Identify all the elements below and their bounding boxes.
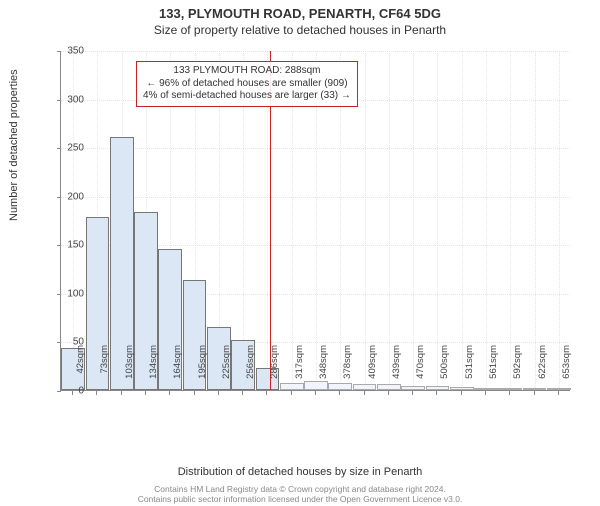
annotation-line: ← 96% of detached houses are smaller (90… [143, 78, 351, 91]
chart-main-title: 133, PLYMOUTH ROAD, PENARTH, CF64 5DG [0, 6, 600, 21]
y-tick-label: 200 [54, 191, 84, 202]
x-tick-label: 531sqm [464, 345, 475, 395]
x-tick-mark [485, 391, 486, 395]
x-axis-title: Distribution of detached houses by size … [0, 466, 600, 478]
y-tick-label: 300 [54, 94, 84, 105]
chart-area: 133 PLYMOUTH ROAD: 288sqm← 96% of detach… [60, 51, 570, 421]
x-tick-label: 164sqm [172, 345, 183, 395]
x-tick-mark [242, 391, 243, 395]
x-tick-label: 561sqm [488, 345, 499, 395]
x-tick-label: 317sqm [294, 345, 305, 395]
x-tick-label: 256sqm [245, 345, 256, 395]
x-tick-mark [121, 391, 122, 395]
x-tick-label: 195sqm [197, 345, 208, 395]
annotation-line: 133 PLYMOUTH ROAD: 288sqm [143, 65, 351, 78]
y-axis-title: Number of detached properties [8, 69, 20, 221]
x-tick-mark [388, 391, 389, 395]
x-tick-mark [266, 391, 267, 395]
grid-line-v [389, 51, 390, 390]
grid-line-v [535, 51, 536, 390]
annotation-line: 4% of semi-detached houses are larger (3… [143, 90, 351, 103]
x-tick-label: 500sqm [439, 345, 450, 395]
x-tick-mark [96, 391, 97, 395]
x-tick-mark [436, 391, 437, 395]
y-tick-label: 150 [54, 240, 84, 251]
attribution-line2: Contains public sector information licen… [138, 494, 463, 504]
y-tick-label: 100 [54, 288, 84, 299]
attribution-text: Contains HM Land Registry data © Crown c… [0, 485, 600, 504]
x-tick-label: 286sqm [269, 345, 280, 395]
x-tick-mark [291, 391, 292, 395]
x-tick-mark [339, 391, 340, 395]
x-tick-mark [194, 391, 195, 395]
x-tick-label: 73sqm [99, 345, 110, 395]
x-tick-label: 348sqm [318, 345, 329, 395]
x-tick-label: 103sqm [124, 345, 135, 395]
grid-line-v [486, 51, 487, 390]
x-tick-label: 439sqm [391, 345, 402, 395]
x-tick-mark [534, 391, 535, 395]
x-tick-label: 622sqm [537, 345, 548, 395]
x-tick-mark [509, 391, 510, 395]
y-tick-label: 50 [54, 337, 84, 348]
x-tick-mark [558, 391, 559, 395]
x-tick-mark [218, 391, 219, 395]
grid-line-v [559, 51, 560, 390]
grid-line-v [437, 51, 438, 390]
x-tick-label: 134sqm [148, 345, 159, 395]
x-tick-mark [364, 391, 365, 395]
x-tick-label: 470sqm [415, 345, 426, 395]
x-tick-label: 378sqm [342, 345, 353, 395]
y-tick-label: 250 [54, 143, 84, 154]
plot-area: 133 PLYMOUTH ROAD: 288sqm← 96% of detach… [60, 51, 570, 391]
x-tick-label: 592sqm [512, 345, 523, 395]
y-tick-label: 350 [54, 46, 84, 57]
chart-subtitle: Size of property relative to detached ho… [0, 23, 600, 37]
x-tick-label: 653sqm [561, 345, 572, 395]
annotation-box: 133 PLYMOUTH ROAD: 288sqm← 96% of detach… [136, 61, 358, 107]
x-tick-label: 225sqm [221, 345, 232, 395]
x-tick-mark [169, 391, 170, 395]
x-tick-mark [315, 391, 316, 395]
grid-line-v [462, 51, 463, 390]
y-tick-label: 0 [54, 386, 84, 397]
grid-line-v [413, 51, 414, 390]
grid-line-v [510, 51, 511, 390]
x-tick-mark [461, 391, 462, 395]
grid-line-v [365, 51, 366, 390]
x-tick-mark [412, 391, 413, 395]
x-tick-label: 409sqm [367, 345, 378, 395]
x-tick-mark [145, 391, 146, 395]
